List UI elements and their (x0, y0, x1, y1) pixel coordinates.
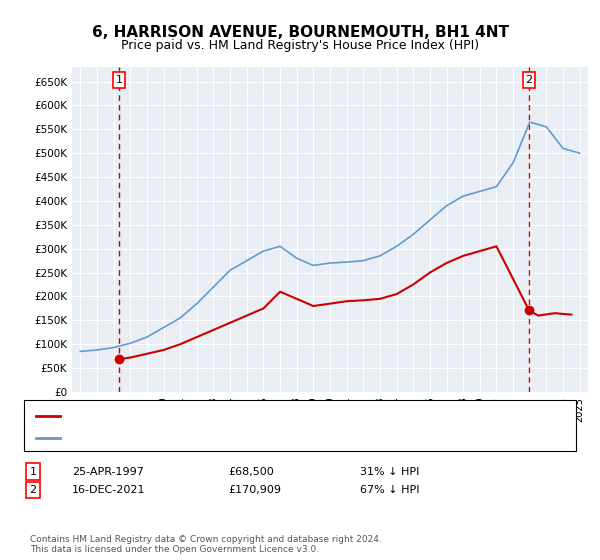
Text: £68,500: £68,500 (228, 466, 274, 477)
Text: 25-APR-1997: 25-APR-1997 (72, 466, 144, 477)
Text: 6, HARRISON AVENUE, BOURNEMOUTH, BH1 4NT: 6, HARRISON AVENUE, BOURNEMOUTH, BH1 4NT (91, 25, 509, 40)
Text: Price paid vs. HM Land Registry's House Price Index (HPI): Price paid vs. HM Land Registry's House … (121, 39, 479, 52)
Text: 1: 1 (29, 466, 37, 477)
Text: HPI: Average price, detached house, Bournemouth Christchurch and Poole: HPI: Average price, detached house, Bour… (63, 433, 451, 443)
Text: 1: 1 (115, 75, 122, 85)
Text: 31% ↓ HPI: 31% ↓ HPI (360, 466, 419, 477)
Text: £170,909: £170,909 (228, 485, 281, 495)
Text: 67% ↓ HPI: 67% ↓ HPI (360, 485, 419, 495)
Text: 2: 2 (526, 75, 533, 85)
Text: Contains HM Land Registry data © Crown copyright and database right 2024.
This d: Contains HM Land Registry data © Crown c… (30, 535, 382, 554)
Text: 16-DEC-2021: 16-DEC-2021 (72, 485, 146, 495)
Text: 2: 2 (29, 485, 37, 495)
Text: 6, HARRISON AVENUE, BOURNEMOUTH, BH1 4NT (detached house): 6, HARRISON AVENUE, BOURNEMOUTH, BH1 4NT… (63, 410, 412, 421)
